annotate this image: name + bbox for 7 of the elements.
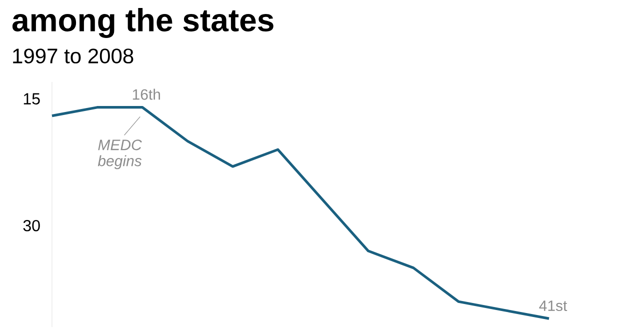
y-tick-label: 15 bbox=[24, 93, 40, 104]
y-tick-label: 30 bbox=[23, 220, 40, 232]
annotation: MEDC begins bbox=[98, 140, 142, 170]
chart-title: among the states bbox=[12, 8, 274, 38]
annotation: 16th bbox=[132, 88, 160, 100]
chart-subtitle: 1997 to 2008 bbox=[13, 48, 134, 64]
annotation: 41st bbox=[539, 300, 568, 312]
